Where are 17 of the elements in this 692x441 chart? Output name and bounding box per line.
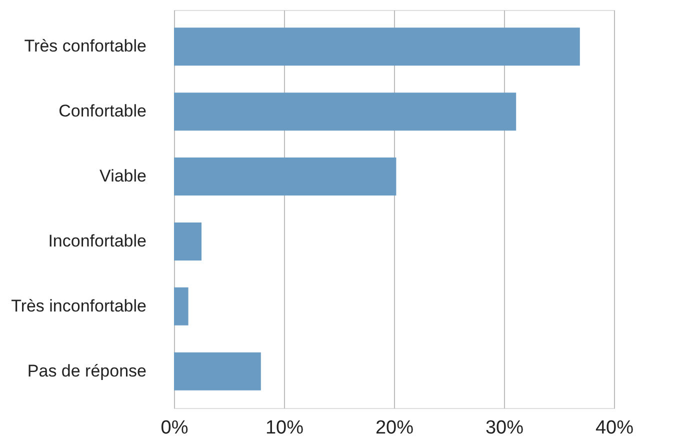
bar — [174, 287, 188, 326]
x-tick-label: 30% — [485, 418, 524, 438]
bar — [174, 92, 516, 131]
y-tick-label: Inconfortable — [48, 231, 146, 250]
y-tick-label: Très confortable — [24, 36, 146, 56]
y-tick-label: Très inconfortable — [11, 296, 146, 316]
bar — [174, 352, 261, 390]
x-tick-label: 20% — [375, 418, 414, 438]
y-tick-label: Pas de réponse — [27, 361, 146, 380]
bar — [174, 222, 202, 260]
bar — [174, 28, 580, 66]
x-tick-label: 10% — [265, 418, 304, 438]
x-tick-label: 40% — [595, 418, 634, 438]
x-tick-label: 0% — [160, 418, 188, 438]
y-tick-label: Confortable — [58, 102, 146, 121]
y-tick-label: Viable — [100, 166, 146, 186]
bar — [174, 158, 396, 196]
